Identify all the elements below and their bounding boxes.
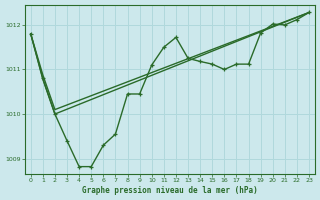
X-axis label: Graphe pression niveau de la mer (hPa): Graphe pression niveau de la mer (hPa)	[82, 186, 258, 195]
